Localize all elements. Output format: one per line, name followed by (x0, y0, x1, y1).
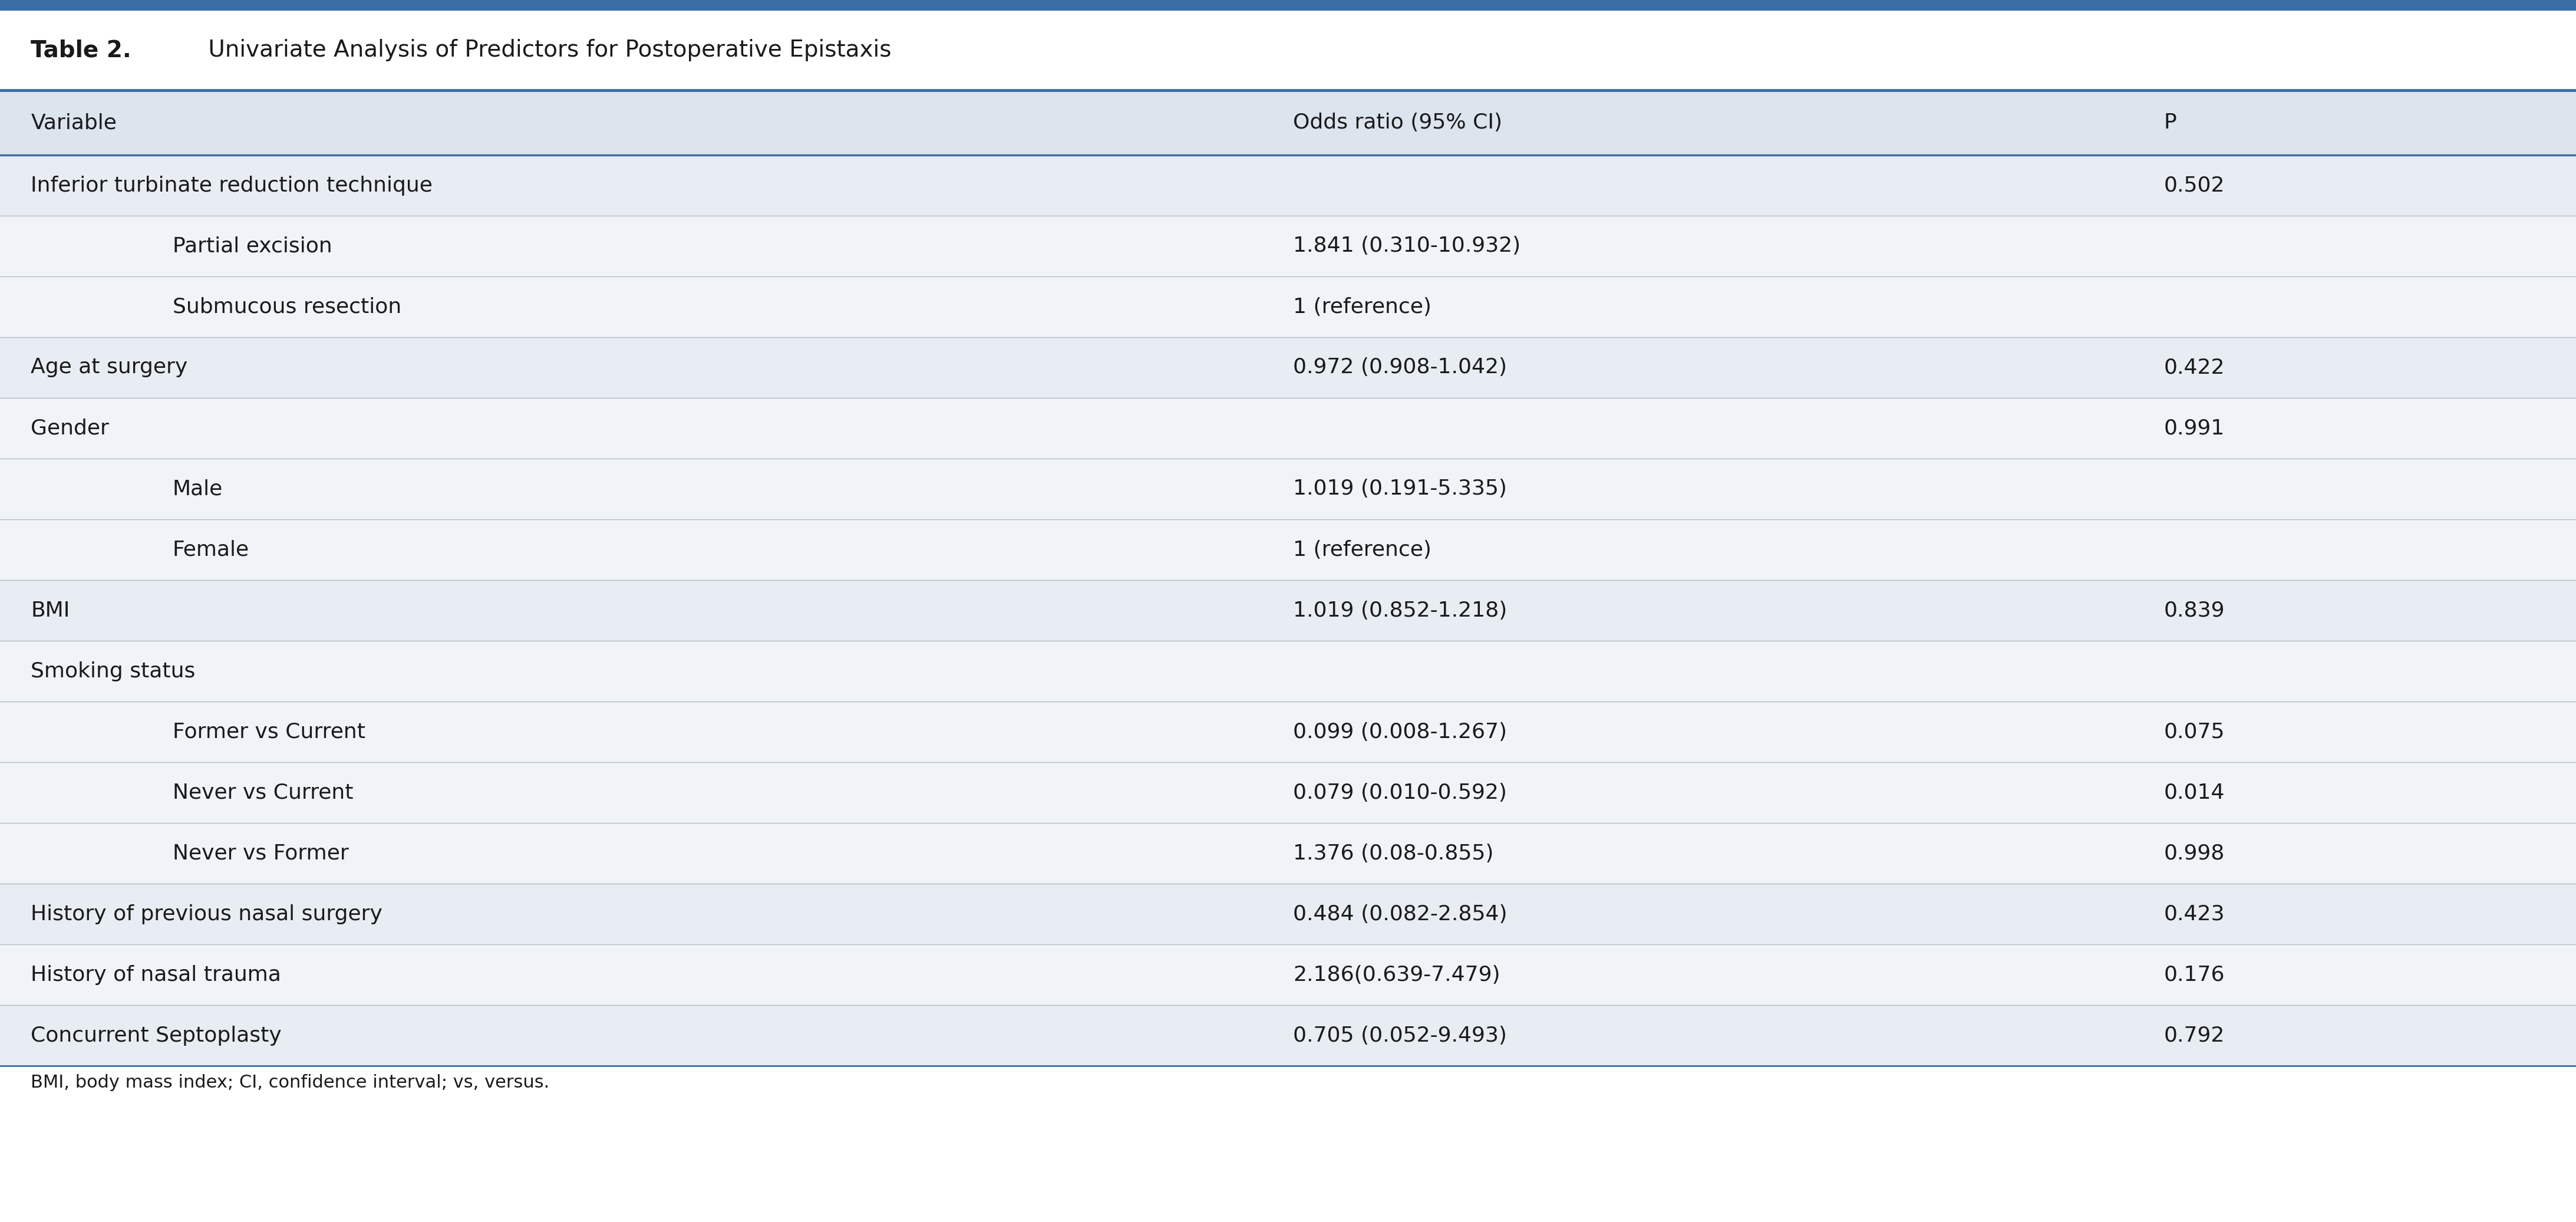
Text: P: P (2164, 112, 2177, 133)
Bar (0, 763, 2576, 822)
Text: 0.099 (0.008-1.267): 0.099 (0.008-1.267) (1293, 722, 1507, 742)
Bar (0, 884, 2576, 945)
Bar (0, 337, 2576, 398)
Text: Submucous resection: Submucous resection (173, 297, 402, 316)
Text: Smoking status: Smoking status (31, 661, 196, 681)
Bar (0, 519, 2576, 580)
Text: History of previous nasal surgery: History of previous nasal surgery (31, 904, 384, 924)
Text: 0.422: 0.422 (2164, 358, 2226, 378)
Text: 0.991: 0.991 (2164, 418, 2226, 439)
Text: Univariate Analysis of Predictors for Postoperative Epistaxis: Univariate Analysis of Predictors for Po… (201, 39, 891, 61)
Text: Age at surgery: Age at surgery (31, 358, 188, 378)
Text: 0.972 (0.908-1.042): 0.972 (0.908-1.042) (1293, 358, 1507, 378)
Text: Gender: Gender (31, 418, 108, 439)
Text: 0.176: 0.176 (2164, 964, 2226, 985)
Bar (0, 1004, 2576, 1066)
Text: Partial excision: Partial excision (173, 236, 332, 257)
Text: Former vs Current: Former vs Current (173, 722, 366, 742)
Bar (0, 11, 2576, 90)
Text: Table 2.: Table 2. (31, 39, 131, 61)
Text: 0.502: 0.502 (2164, 176, 2226, 196)
Text: 1 (reference): 1 (reference) (1293, 297, 1432, 316)
Text: BMI: BMI (31, 600, 70, 621)
Text: Odds ratio (95% CI): Odds ratio (95% CI) (1293, 112, 1502, 133)
Bar (0, 701, 2576, 763)
Bar (0, 0, 2576, 11)
Text: 1.376 (0.08-0.855): 1.376 (0.08-0.855) (1293, 843, 1494, 863)
Text: 0.839: 0.839 (2164, 600, 2226, 621)
Text: 1 (reference): 1 (reference) (1293, 540, 1432, 560)
Bar (0, 155, 2576, 216)
Text: Concurrent Septoplasty: Concurrent Septoplasty (31, 1025, 281, 1046)
Text: 0.792: 0.792 (2164, 1025, 2226, 1046)
Text: Never vs Current: Never vs Current (173, 782, 353, 803)
Text: Male: Male (173, 479, 224, 499)
Text: 1.019 (0.852-1.218): 1.019 (0.852-1.218) (1293, 600, 1507, 621)
Bar (0, 822, 2576, 884)
Text: BMI, body mass index; CI, confidence interval; vs, versus.: BMI, body mass index; CI, confidence int… (31, 1074, 549, 1091)
Bar (0, 90, 2576, 155)
Bar (0, 945, 2576, 1004)
Bar (0, 458, 2576, 519)
Bar (0, 580, 2576, 640)
Text: Never vs Former: Never vs Former (173, 843, 348, 863)
Text: 0.079 (0.010-0.592): 0.079 (0.010-0.592) (1293, 782, 1507, 803)
Bar (0, 398, 2576, 458)
Bar (0, 276, 2576, 337)
Text: 1.019 (0.191-5.335): 1.019 (0.191-5.335) (1293, 479, 1507, 499)
Text: History of nasal trauma: History of nasal trauma (31, 964, 281, 985)
Text: 0.014: 0.014 (2164, 782, 2226, 803)
Bar (0, 640, 2576, 701)
Bar (0, 216, 2576, 276)
Text: 1.841 (0.310-10.932): 1.841 (0.310-10.932) (1293, 236, 1520, 257)
Text: 0.423: 0.423 (2164, 904, 2226, 924)
Text: Female: Female (173, 540, 250, 560)
Text: 0.998: 0.998 (2164, 843, 2226, 863)
Text: 2.186(0.639-7.479): 2.186(0.639-7.479) (1293, 964, 1499, 985)
Text: 0.705 (0.052-9.493): 0.705 (0.052-9.493) (1293, 1025, 1507, 1046)
Text: 0.484 (0.082-2.854): 0.484 (0.082-2.854) (1293, 904, 1507, 924)
Text: Variable: Variable (31, 112, 116, 133)
Text: Inferior turbinate reduction technique: Inferior turbinate reduction technique (31, 176, 433, 196)
Text: 0.075: 0.075 (2164, 722, 2226, 742)
